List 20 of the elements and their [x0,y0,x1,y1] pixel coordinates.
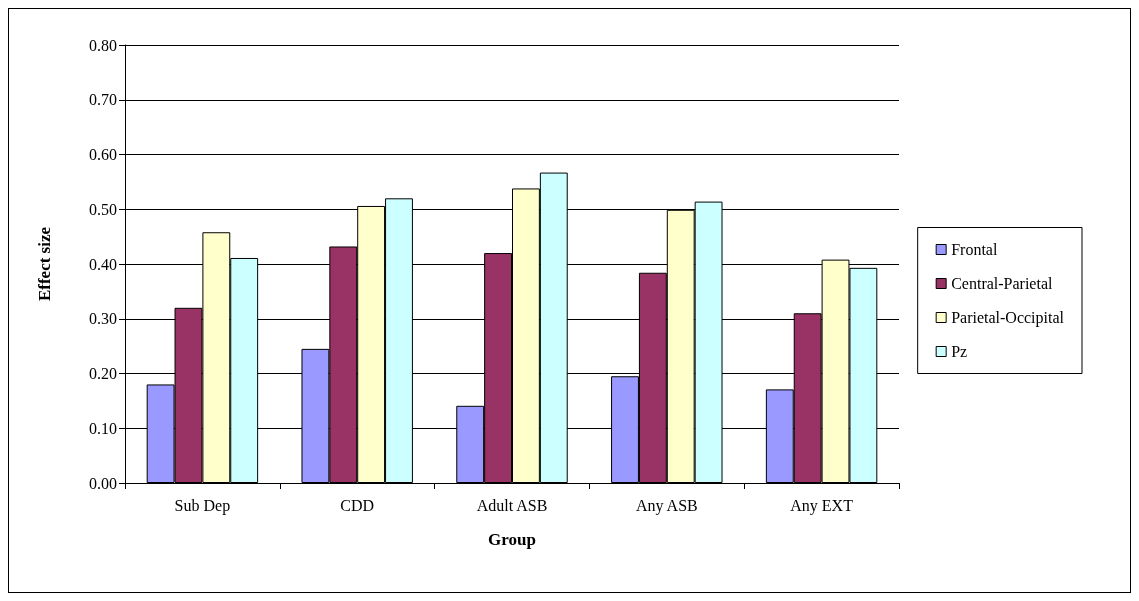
y-tick-label: 0.20 [89,365,117,382]
x-tick-label: Sub Dep [174,496,231,515]
y-tick-label: 0.40 [89,255,117,273]
y-tick-label: 0.50 [89,200,117,218]
legend-label: Parietal-Occipital [951,309,1065,327]
x-tick-label: CDD [340,496,375,514]
x-axis-title: Group [488,530,536,549]
x-tick-label: Adult ASB [476,496,548,514]
legend-label: Frontal [951,241,998,258]
legend-label: Central-Parietal [951,275,1054,292]
y-tick-label: 0.30 [89,310,117,328]
x-tick-label: Any ASB [635,496,698,515]
y-tick-label: 0.60 [89,146,117,163]
y-tick-label: 0.70 [89,91,117,109]
legend-label: Pz [951,343,968,360]
y-tick-label: 0.00 [89,474,117,492]
x-tick-label: Any EXT [790,496,854,515]
y-axis-title: Effect size [35,226,54,302]
y-tick-label: 0.80 [89,36,117,54]
y-tick-label: 0.10 [89,419,117,437]
